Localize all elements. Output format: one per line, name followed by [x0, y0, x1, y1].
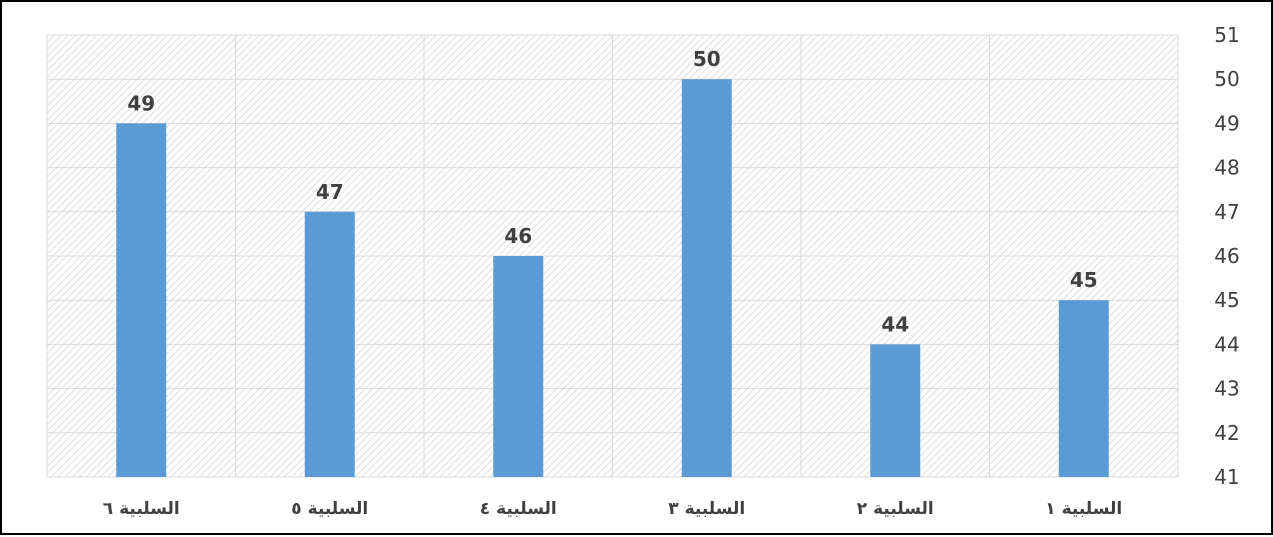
data-label: 46 [504, 224, 532, 248]
y-tick-label: 45 [1214, 288, 1239, 312]
bar [116, 123, 167, 478]
gridlines [46, 34, 1179, 478]
y-axis-ticks: 41 42 43 44 45 46 47 48 49 50 51 [1214, 23, 1239, 489]
category-label: السلبية ١ [1045, 499, 1122, 519]
bar [304, 211, 355, 478]
data-label: 45 [1070, 268, 1098, 292]
y-tick-label: 49 [1214, 111, 1239, 135]
y-tick-label: 50 [1214, 67, 1239, 91]
y-tick-label: 44 [1214, 332, 1239, 356]
y-tick-label: 48 [1214, 156, 1239, 180]
data-label: 44 [881, 312, 909, 336]
data-label: 47 [316, 180, 344, 204]
bar [681, 79, 732, 477]
bar [493, 256, 544, 477]
category-label: السلبية ٥ [291, 499, 368, 519]
x-axis-categories: السلبية ١ السلبية ٢ السلبية ٣ السلبية ٤ السل… [103, 499, 1122, 519]
y-tick-label: 41 [1214, 465, 1239, 489]
data-labels: 45 44 50 46 47 49 [127, 47, 1097, 336]
y-tick-label: 51 [1214, 23, 1239, 47]
data-label: 49 [127, 91, 155, 115]
y-tick-label: 46 [1214, 244, 1239, 268]
y-tick-label: 47 [1214, 200, 1239, 224]
category-label: السلبية ٣ [668, 499, 745, 519]
y-tick-label: 42 [1214, 421, 1239, 445]
category-label: السلبية ٦ [103, 499, 180, 519]
y-tick-label: 43 [1214, 377, 1239, 401]
bar [870, 344, 921, 477]
category-label: السلبية ٢ [857, 499, 934, 519]
data-label: 50 [693, 47, 721, 71]
category-label: السلبية ٤ [480, 499, 557, 519]
bar [1058, 300, 1109, 477]
bars [116, 79, 1109, 478]
